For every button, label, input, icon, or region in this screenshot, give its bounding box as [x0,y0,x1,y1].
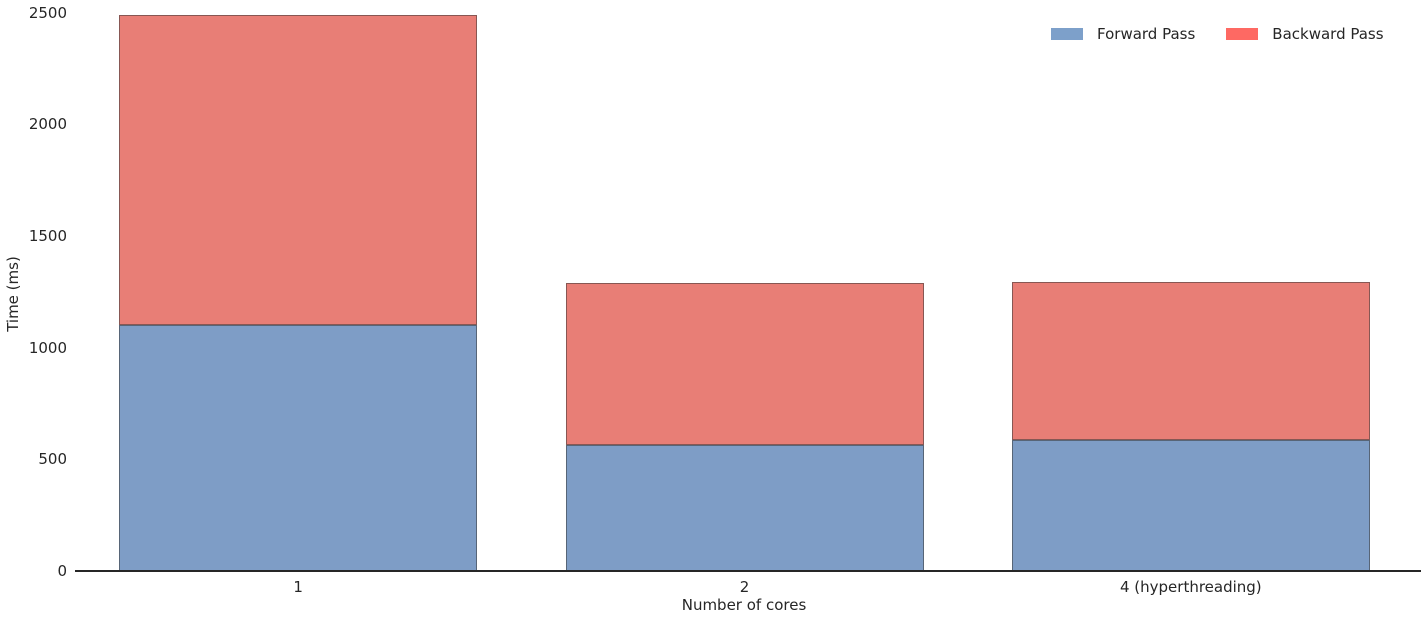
x-axis-label: Number of cores [681,596,807,614]
x-tick-label: 4 (hyperthreading) [1119,578,1262,596]
x-axis-line [75,570,1421,572]
bar-segment-backward-pass [119,14,478,326]
y-tick-label: 1000 [28,338,67,357]
legend-swatch-icon [1051,28,1083,40]
y-tick-label: 2000 [28,115,67,134]
y-tick-label: 500 [38,450,67,469]
bar-segment-backward-pass [565,282,924,445]
bar-segment-forward-pass [565,444,924,571]
x-tick-label: 2 [739,578,750,596]
bar-segment-forward-pass [1011,440,1370,571]
y-tick-label: 2500 [28,3,67,22]
y-tick-label: 1500 [28,227,67,246]
legend-label: Backward Pass [1272,25,1384,43]
legend: Forward Pass Backward Pass [1051,25,1384,43]
bar-segment-forward-pass [119,325,478,571]
legend-label: Forward Pass [1097,25,1196,43]
legend-item-forward-pass: Forward Pass [1051,25,1195,43]
y-axis-label: Time (ms) [4,256,22,332]
x-tick-label: 1 [293,578,303,596]
y-tick-label: 0 [57,562,67,580]
bar-segment-backward-pass [1011,281,1370,441]
legend-item-backward-pass: Backward Pass [1226,25,1384,43]
legend-swatch-icon [1226,28,1259,40]
